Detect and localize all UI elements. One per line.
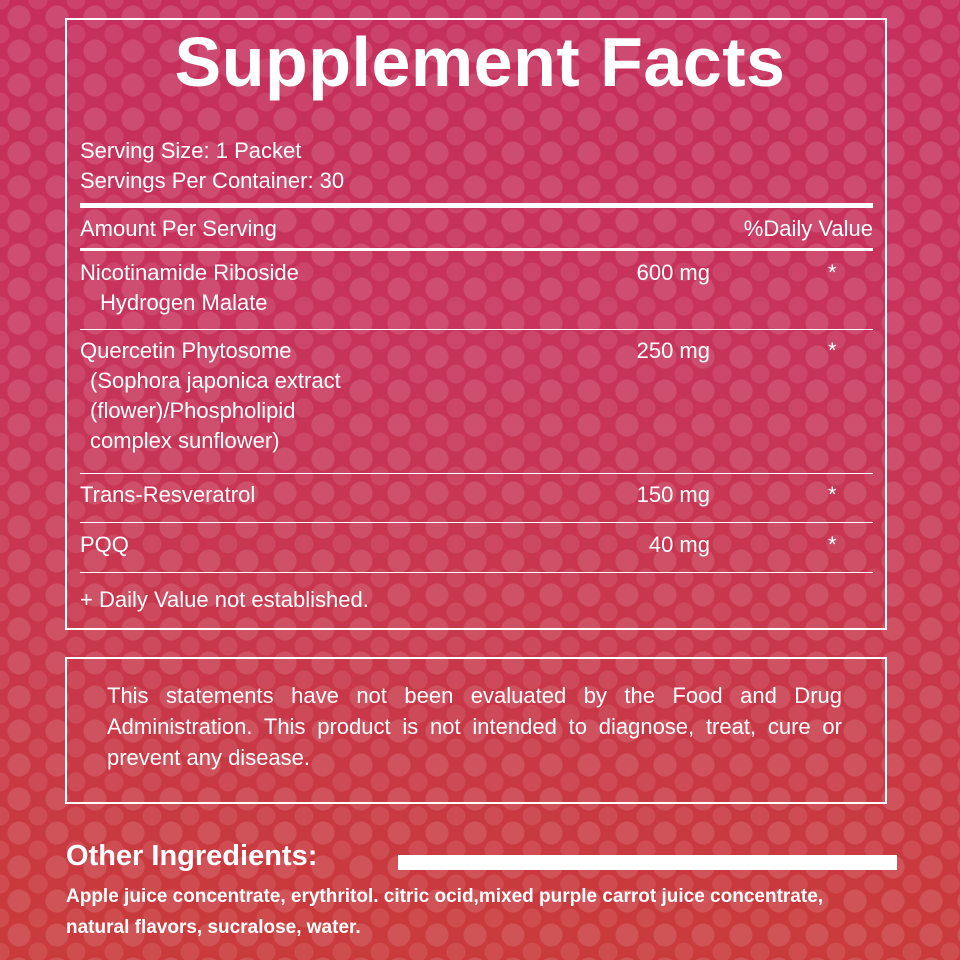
divider <box>80 248 873 251</box>
ingredient-name: PQQ <box>80 532 129 557</box>
ingredient-dv: * <box>828 260 837 285</box>
ingredient-subtext: complex sunflower) <box>90 428 280 453</box>
ingredient-amount: 40 mg <box>648 532 710 557</box>
row-divider <box>80 572 873 573</box>
ingredient-subtext: (Sophora japonica extract <box>90 368 341 393</box>
fda-disclaimer: This statements have not been evaluated … <box>107 683 842 770</box>
row-divider <box>80 522 873 523</box>
row-divider <box>80 473 873 474</box>
ingredient-amount: 150 mg <box>636 482 710 507</box>
ingredient-name: Nicotinamide Riboside <box>80 260 299 285</box>
row-divider <box>80 329 873 330</box>
divider-thick <box>80 203 873 208</box>
disclaimer-box <box>65 657 887 804</box>
ingredient-dv: * <box>828 338 837 363</box>
other-ingredients-text: Apple juice concentrate, erythritol. cit… <box>66 886 824 938</box>
daily-value-header: %Daily Value <box>743 216 873 241</box>
ingredient-name: Quercetin Phytosome <box>80 338 292 363</box>
other-ingredients-heading: Other Ingredients: <box>66 840 318 872</box>
ingredient-name: Trans-Resveratrol <box>80 482 256 507</box>
supplement-facts-panel <box>65 18 887 630</box>
amount-per-serving-header: Amount Per Serving <box>80 216 277 241</box>
ingredient-dv: * <box>828 532 837 557</box>
ingredient-amount: 250 mg <box>636 338 710 363</box>
footnote: + Daily Value not established. <box>80 587 369 612</box>
page-title: Supplement Facts <box>174 23 786 101</box>
servings-per-container: Servings Per Container: 30 <box>80 168 345 193</box>
ingredient-amount: 600 mg <box>636 260 710 285</box>
ingredient-subtext: Hydrogen Malate <box>100 290 268 315</box>
ingredient-dv: * <box>828 482 837 507</box>
heading-bar <box>398 855 897 870</box>
serving-size: Serving Size: 1 Packet <box>80 138 302 163</box>
ingredient-subtext: (flower)/Phospholipid <box>90 398 296 423</box>
